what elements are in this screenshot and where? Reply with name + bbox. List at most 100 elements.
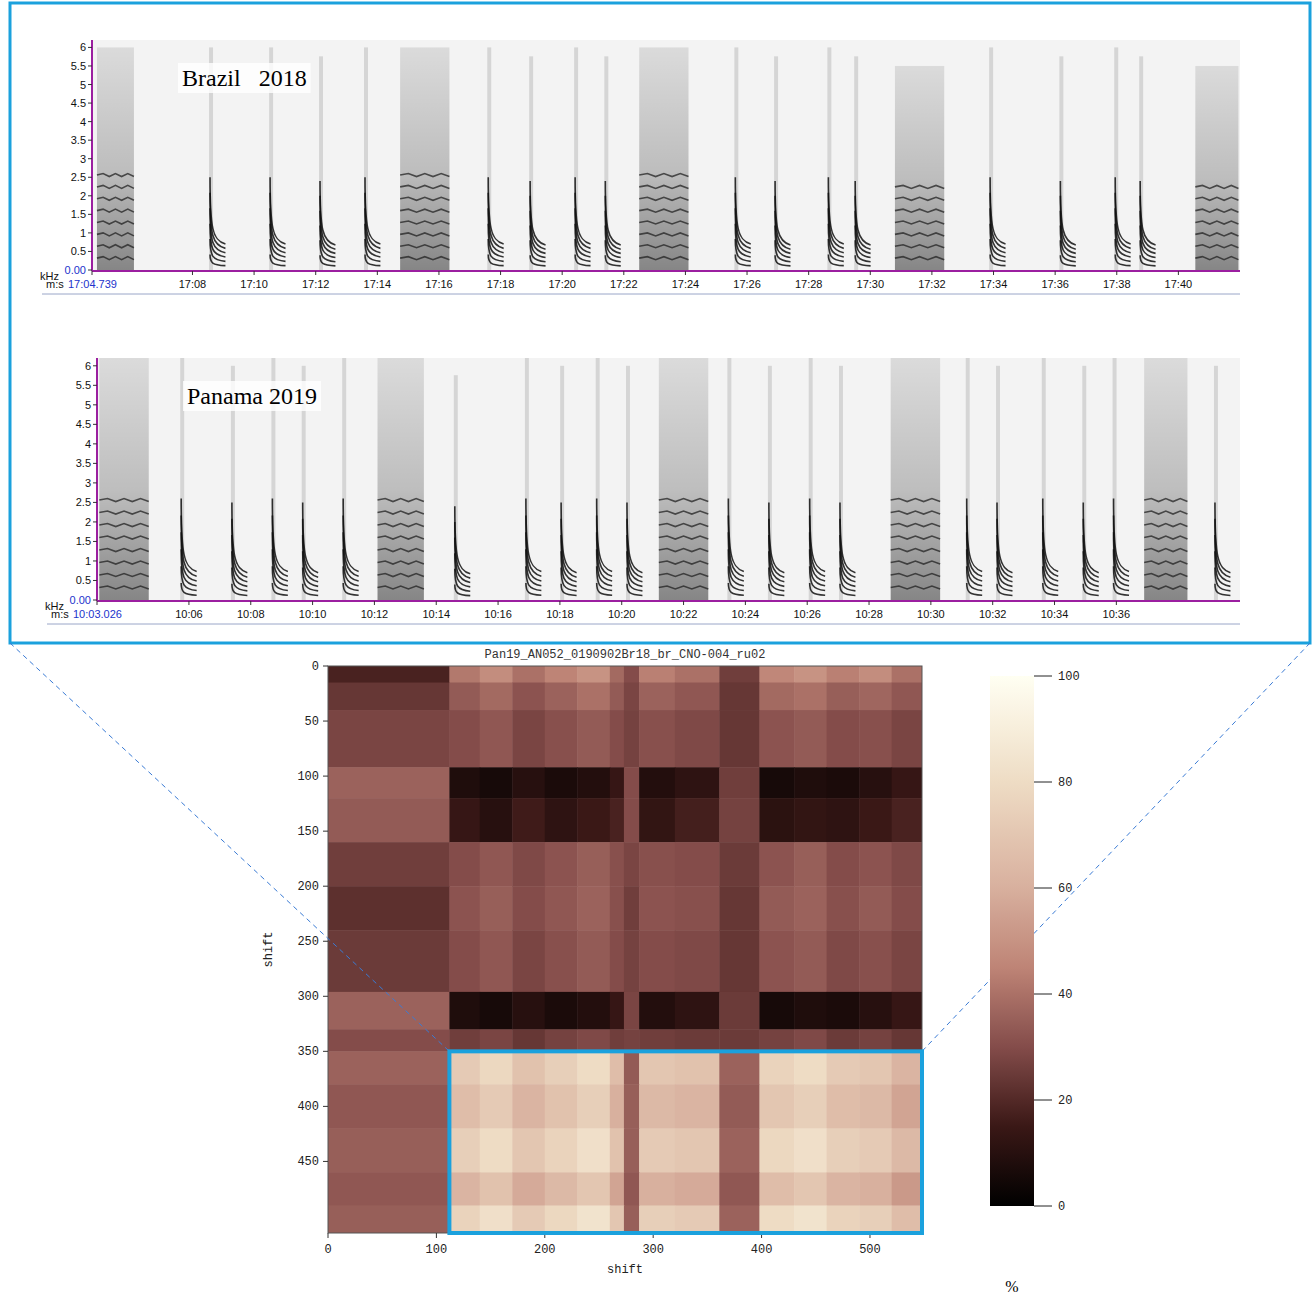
heatmap-cell <box>759 767 794 798</box>
x-tick <box>683 601 684 605</box>
burst-harmonic <box>895 209 944 212</box>
y-tick <box>93 560 97 561</box>
x-tick-label: 17:38 <box>1103 278 1131 290</box>
call-sweep <box>364 47 380 270</box>
heatmap-cell <box>719 798 760 843</box>
sweep-harmonic <box>597 499 612 572</box>
x-tick-label: 10:34 <box>1041 608 1069 620</box>
heatmap-cell <box>859 1128 892 1173</box>
burst-harmonic <box>97 185 134 188</box>
heatmap-cell <box>449 710 480 768</box>
heatmap-cell <box>328 1172 450 1206</box>
burst-harmonic <box>99 536 148 539</box>
sweep-harmonic <box>1140 181 1155 245</box>
call-burst <box>1195 66 1238 270</box>
sweep-harmonic <box>990 177 1005 244</box>
heatmap-cell <box>449 1128 480 1173</box>
call-sweep <box>319 56 335 270</box>
burst-harmonic <box>1144 586 1187 589</box>
burst-harmonic <box>400 197 449 200</box>
sweep-harmonic <box>605 181 620 245</box>
y-tick <box>88 140 92 141</box>
x-axis-title: m:s <box>46 278 64 290</box>
y-axis <box>91 40 93 271</box>
x-tick <box>808 271 809 275</box>
y-tick <box>93 443 97 444</box>
heatmap-cell <box>328 798 450 843</box>
y-tick <box>323 831 328 832</box>
heatmap-cell <box>577 767 610 798</box>
burst-harmonic <box>659 524 708 527</box>
heatmap-cell <box>794 930 827 992</box>
burst-harmonic <box>97 233 134 236</box>
heatmap-cell <box>328 1029 450 1052</box>
heatmap-cell <box>545 842 578 887</box>
call-sweep <box>529 56 545 270</box>
heatmap-cell <box>577 886 610 931</box>
heatmap-cell <box>892 710 922 768</box>
heatmap-cell <box>892 666 922 683</box>
heatmap-cell <box>639 710 675 768</box>
call-sweep <box>854 56 870 270</box>
burst-harmonic <box>891 511 940 514</box>
heatmap-cell <box>759 666 794 683</box>
burst-harmonic <box>400 174 449 177</box>
burst-harmonic <box>895 233 944 236</box>
y-tick-label: 5 <box>80 79 86 91</box>
burst-harmonic <box>659 549 708 552</box>
burst-harmonic <box>97 209 134 212</box>
x-tick <box>562 271 563 275</box>
heatmap-cell <box>449 666 480 683</box>
heatmap-cell <box>719 710 760 768</box>
heatmap-cell <box>480 1172 513 1206</box>
y-tick <box>93 365 97 366</box>
x-tick-label: 17:20 <box>548 278 576 290</box>
x-tick-label: 10:18 <box>546 608 574 620</box>
heatmap-cell <box>892 1051 922 1085</box>
heatmap-cell <box>449 930 480 992</box>
call-burst <box>99 358 148 600</box>
x-tick-label: 10:03.026 <box>73 608 122 620</box>
y-tick <box>88 195 92 196</box>
x-tick <box>1055 271 1056 275</box>
heatmap-cell <box>827 886 860 931</box>
call-sweep <box>560 366 576 600</box>
burst-body <box>97 47 134 270</box>
burst-body <box>378 358 424 600</box>
heatmap-cell <box>480 1084 513 1129</box>
y-tick <box>323 721 328 722</box>
heatmap-cell <box>449 1029 480 1052</box>
x-tick <box>992 601 993 605</box>
heatmap-cell <box>892 683 922 711</box>
x-tick-label: 17:16 <box>425 278 453 290</box>
calls <box>97 47 1238 270</box>
sweep-harmonic <box>1114 499 1129 572</box>
heatmap-cell <box>449 886 480 931</box>
heatmap-cell <box>675 1084 720 1129</box>
colorbar-tick-label: 0 <box>1058 1200 1065 1214</box>
call-burst <box>895 66 944 270</box>
heatmap-cell <box>328 1205 450 1233</box>
heatmap-cell <box>719 1172 760 1206</box>
heatmap-cell <box>624 1128 640 1173</box>
x-tick-label: 17:32 <box>918 278 946 290</box>
x-axis-title: shift <box>607 1263 643 1277</box>
heatmap-cell <box>449 1051 480 1085</box>
zoom-line <box>922 643 1310 1051</box>
heatmap-cell <box>675 798 720 843</box>
heatmap-cell <box>675 842 720 887</box>
heatmap-cell <box>827 767 860 798</box>
heatmap-cell <box>545 1084 578 1129</box>
sweep-harmonic <box>488 177 503 244</box>
sweep-harmonic <box>575 177 590 244</box>
heatmap-cell <box>449 1172 480 1206</box>
heatmap-cell <box>675 767 720 798</box>
heatmap-cell <box>577 1172 610 1206</box>
heatmap-cell <box>577 798 610 843</box>
heatmap-cell <box>675 1128 720 1173</box>
heatmap-cell <box>577 842 610 887</box>
colorbar-label: % <box>1005 1278 1018 1295</box>
heatmap-cell <box>610 710 625 768</box>
heatmap-cell <box>328 767 450 798</box>
heatmap-cell <box>827 930 860 992</box>
